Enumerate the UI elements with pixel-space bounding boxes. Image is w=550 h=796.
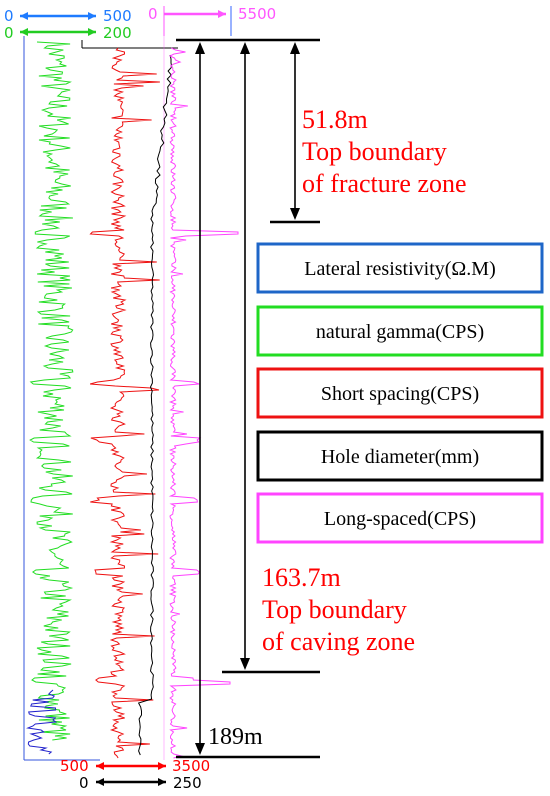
legend-box-long-spaced [256,492,544,544]
short-spacing-arrow-left [96,762,104,770]
depth-markers [176,38,320,759]
short-spacing-scale-max: 3500 [172,757,210,775]
gamma-curve [29,41,74,741]
resistivity-scale-max: 500 [103,7,132,25]
legend-box-gamma [256,305,544,357]
resistivity-scale-min: 0 [4,7,14,25]
bottom-scale-header: 500 3500 0 250 [60,757,210,792]
log-curves [26,41,239,759]
legend: Lateral resistivity(Ω.M) natural gamma(C… [256,242,544,544]
legend-box-short-spacing [256,367,544,419]
legend-label-hole-diameter: Hole diameter(mm) [321,446,479,468]
caving-arrow-head-top [240,42,250,54]
short-spacing-curve [89,47,160,759]
caving-label-line2: of caving zone [262,627,415,656]
hole-diameter-scale-max: 250 [173,774,202,792]
short-spacing-scale-min: 500 [60,757,89,775]
gamma-arrow-left [20,28,28,36]
total-arrow-head-top [195,42,205,54]
annotations: 51.8m Top boundary of fracture zone 163.… [208,105,467,750]
legend-box-resistivity [256,242,544,294]
long-spaced-curve [168,47,239,759]
long-spaced-arrow-right [218,10,226,18]
fracture-arrow-head-bottom [290,208,300,220]
total-arrow-head-bottom [195,743,205,755]
caving-depth-label: 163.7m [262,563,341,592]
resistivity-curve [26,689,58,755]
fracture-label-line1: Top boundary [302,137,447,166]
fracture-label-line2: of fracture zone [302,169,467,198]
caving-arrow-head-bottom [240,658,250,670]
fracture-arrow-head-top [290,42,300,54]
legend-label-long-spaced: Long-spaced(CPS) [324,508,476,530]
long-spaced-scale-min: 0 [148,5,158,23]
gamma-arrow-right [88,28,96,36]
resistivity-arrow-right [88,12,96,20]
caving-label-line1: Top boundary [262,595,407,624]
fracture-depth-label: 51.8m [302,105,368,134]
legend-label-resistivity: Lateral resistivity(Ω.M) [304,258,495,280]
total-depth-label: 189m [208,724,263,750]
gamma-scale-min: 0 [4,24,14,42]
hole-diameter-arrow-left [96,778,104,786]
hole-diameter-curve [137,54,173,756]
hole-diameter-scale-min: 0 [79,774,89,792]
legend-box-hole-diameter [256,430,544,482]
resistivity-arrow-left [20,12,28,20]
long-spaced-scale-max: 5500 [238,5,276,23]
short-spacing-arrow-right [158,762,166,770]
top-scale-header: 0 500 0 200 0 5500 [4,5,276,42]
legend-label-gamma: natural gamma(CPS) [316,321,484,343]
legend-label-short-spacing: Short spacing(CPS) [321,383,479,405]
hole-diameter-arrow-right [158,778,166,786]
gamma-scale-max: 200 [103,24,132,42]
track-frames [23,36,178,761]
